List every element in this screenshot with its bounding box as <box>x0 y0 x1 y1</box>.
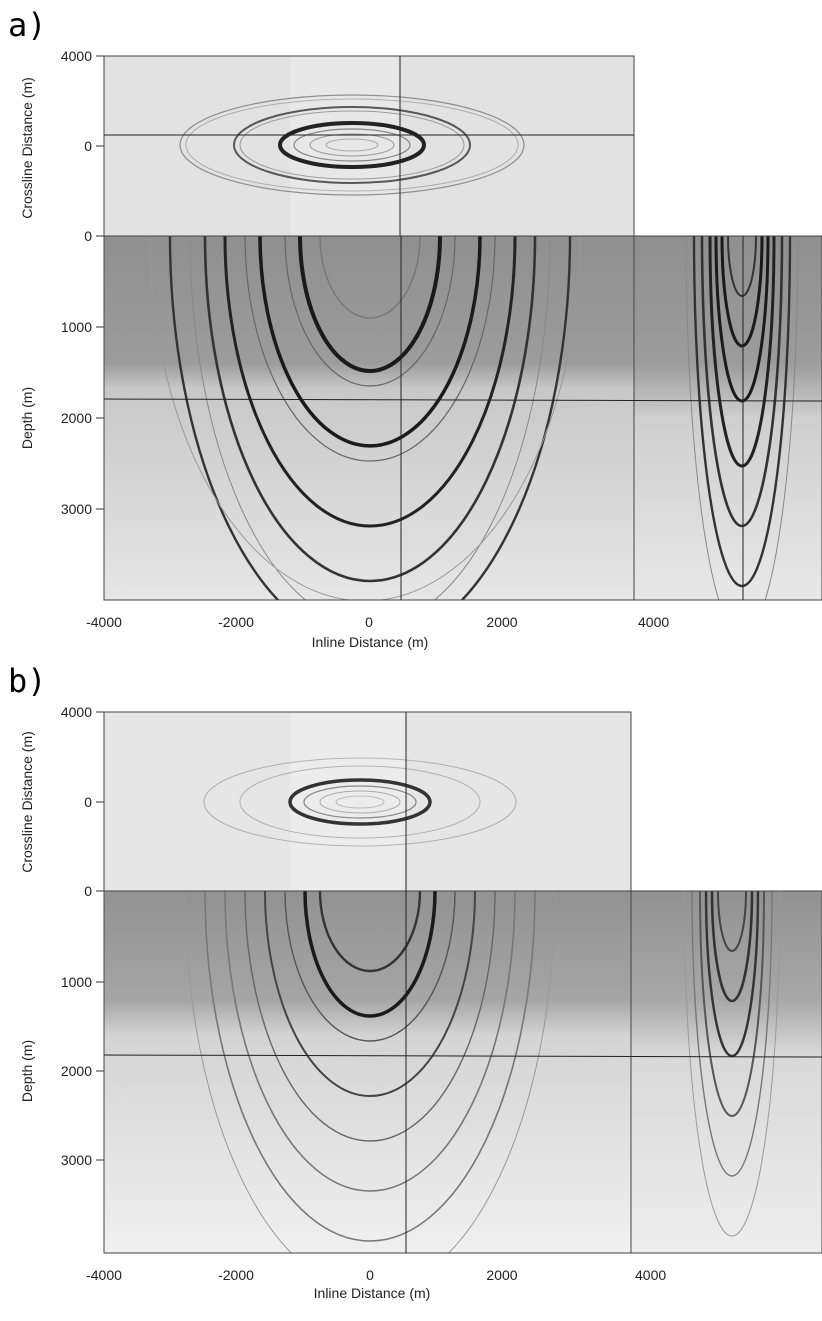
top-slice-wavefronts <box>179 94 525 196</box>
a-inline-tick-0: 0 <box>365 614 373 630</box>
b-depth-axis-label: Depth (m) <box>19 1040 35 1102</box>
side-slice-wavefronts <box>685 236 799 600</box>
b-inline-tick-4000: 4000 <box>635 1267 666 1283</box>
depth-slice <box>104 891 631 1253</box>
a-crossline-tick-4000: 4000 <box>61 48 92 64</box>
side-slice-border <box>633 235 822 601</box>
a-crossline-axis-label: Crossline Distance (m) <box>19 77 35 219</box>
side-slice-border <box>630 890 822 1254</box>
panel-a: 4000 0 0 1000 2000 3000 -4000 -2000 0 20… <box>0 40 822 660</box>
panel-b: 4000 0 0 1000 2000 3000 -4000 -2000 0 20… <box>0 696 822 1316</box>
depth-marker <box>103 1054 822 1058</box>
depth-slice <box>104 236 634 600</box>
a-inline-tick-2000: 2000 <box>486 614 517 630</box>
b-inline-tick-m4000: -4000 <box>86 1267 122 1283</box>
panel-a-ticks <box>96 55 104 510</box>
b-inline-tick-2000: 2000 <box>486 1267 517 1283</box>
a-depth-tick-1000: 1000 <box>61 319 92 335</box>
b-depth-tick-2000: 2000 <box>61 1063 92 1079</box>
panel-b-label: b) <box>8 662 47 700</box>
side-slice <box>631 891 822 1253</box>
b-depth-tick-1000: 1000 <box>61 974 92 990</box>
top-slice-wavefronts <box>203 757 517 847</box>
b-crossline-tick-4000: 4000 <box>61 704 92 720</box>
panel-b-figure: 4000 0 0 1000 2000 3000 -4000 -2000 0 20… <box>19 704 822 1301</box>
a-inline-tick-4000: 4000 <box>638 614 669 630</box>
a-inline-tick-m2000: -2000 <box>218 614 254 630</box>
b-depth-tick-3000: 3000 <box>61 1152 92 1168</box>
b-inline-axis-label: Inline Distance (m) <box>314 1285 431 1301</box>
b-crossline-axis-label: Crossline Distance (m) <box>19 731 35 873</box>
a-depth-tick-2000: 2000 <box>61 410 92 426</box>
a-inline-tick-m4000: -4000 <box>86 614 122 630</box>
a-inline-axis-label: Inline Distance (m) <box>312 634 429 650</box>
side-slice-wavefronts <box>683 891 781 1237</box>
b-depth-tick-0: 0 <box>84 883 92 899</box>
b-inline-tick-0: 0 <box>366 1267 374 1283</box>
b-crossline-tick-0: 0 <box>84 794 92 810</box>
panel-b-ticks <box>96 711 104 1161</box>
a-crossline-tick-0: 0 <box>84 138 92 154</box>
a-depth-axis-label: Depth (m) <box>19 387 35 449</box>
side-slice <box>634 236 822 600</box>
depth-marker <box>103 398 822 402</box>
a-depth-tick-3000: 3000 <box>61 501 92 517</box>
b-inline-tick-m2000: -2000 <box>218 1267 254 1283</box>
panel-a-figure: 4000 0 0 1000 2000 3000 -4000 -2000 0 20… <box>19 48 822 650</box>
crossline-slice-shade <box>290 56 400 236</box>
crossline-slice-shade <box>290 712 406 891</box>
depth-slice-wavefronts <box>184 891 556 1253</box>
panel-a-label: a) <box>8 6 47 44</box>
a-depth-tick-0: 0 <box>84 228 92 244</box>
